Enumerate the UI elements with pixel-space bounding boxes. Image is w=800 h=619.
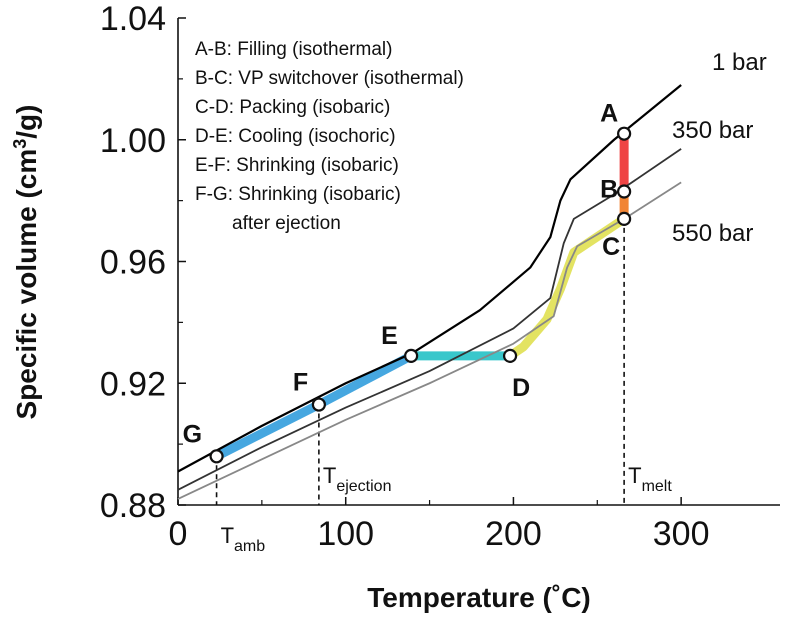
point-label-c: C — [602, 233, 620, 261]
point-a — [617, 126, 632, 141]
legend: A-B: Filling (isothermal) B-C: VP switcho… — [195, 39, 464, 234]
highlight-c-d — [507, 215, 627, 360]
state-points: A B C D E F G — [183, 100, 632, 464]
point-label-e: E — [381, 322, 398, 350]
y-axis-label-sup: 3 — [10, 139, 30, 149]
point-label-f: F — [293, 369, 308, 397]
point-d — [502, 348, 518, 363]
highlight-f-g — [214, 400, 321, 461]
point-c — [617, 211, 632, 226]
x-axis-label: Temperature (˚C) — [367, 582, 591, 613]
legend-entry: F-G: Shrinking (isobaric) — [195, 184, 401, 205]
ref-label-melt: Tmelt — [628, 463, 672, 495]
legend-entry: E-F: Shrinking (isobaric) — [195, 155, 399, 176]
point-label-d: D — [512, 374, 530, 402]
y-tick-label: 0.96 — [100, 244, 166, 282]
x-tick-label: 100 — [317, 515, 374, 553]
highlight-e-f — [316, 351, 414, 409]
reference-lines: Tamb Tejection Tmelt — [215, 218, 672, 555]
curve-label-350-bar: 350 bar — [672, 117, 753, 144]
x-tick-label: 300 — [653, 515, 710, 553]
curve-550-bar — [177, 181, 682, 500]
point-e — [404, 348, 419, 363]
point-label-g: G — [183, 420, 202, 448]
point-label-b: B — [600, 175, 618, 203]
curve-1-bar — [177, 84, 682, 473]
point-f — [311, 397, 326, 412]
x-ticks: 0 100 200 300 — [169, 497, 710, 553]
legend-entry: C-D: Packing (isobaric) — [195, 97, 390, 118]
legend-entry: D-E: Cooling (isochoric) — [195, 126, 396, 147]
y-tick-label: 1.00 — [100, 122, 166, 160]
y-ticks: 0.88 0.92 0.96 1.00 1.04 — [100, 0, 186, 525]
legend-entry: A-B: Filling (isothermal) — [195, 39, 392, 60]
x-tick-label: 0 — [169, 515, 188, 553]
y-tick-label: 0.88 — [100, 487, 166, 525]
isobar-curves — [177, 84, 682, 500]
y-tick-label: 0.92 — [100, 365, 166, 403]
y-axis-label: Specific volume (cm3/g) — [10, 105, 42, 420]
ref-label-ejection: Tejection — [323, 463, 392, 495]
point-label-a: A — [600, 100, 618, 128]
process-highlights — [214, 133, 629, 461]
curve-350-bar — [177, 148, 682, 491]
curve-label-1-bar: 1 bar — [712, 49, 767, 76]
ref-label-amb: Tamb — [221, 523, 266, 555]
point-g — [209, 449, 224, 464]
curve-label-550-bar: 550 bar — [672, 220, 753, 247]
legend-entry: after ejection — [232, 213, 341, 234]
y-tick-label: 1.04 — [100, 0, 166, 38]
point-b — [617, 184, 632, 199]
x-tick-label: 200 — [485, 515, 542, 553]
legend-entry: B-C: VP switchover (isothermal) — [195, 68, 464, 89]
